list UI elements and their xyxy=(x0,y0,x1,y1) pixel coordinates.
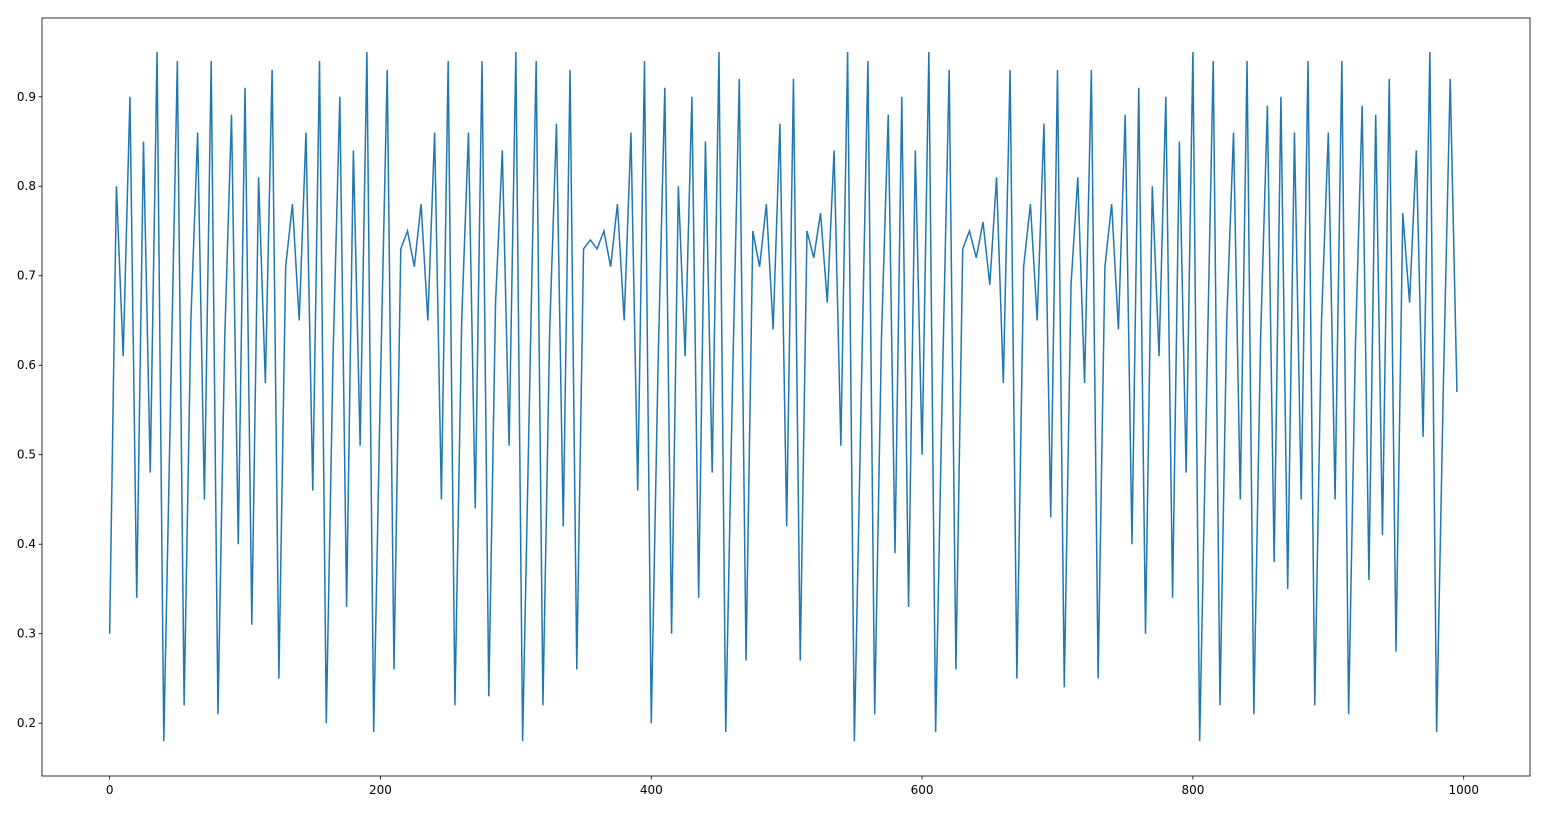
x-tick-label: 200 xyxy=(369,783,392,797)
plot-frame xyxy=(41,17,1531,777)
y-tick-label: 0.4 xyxy=(17,537,36,551)
y-tick-label: 0.9 xyxy=(17,90,36,104)
y-tick-label: 0.2 xyxy=(17,716,36,730)
x-tick-label: 1000 xyxy=(1448,783,1479,797)
x-tick-label: 600 xyxy=(911,783,934,797)
x-tick-label: 400 xyxy=(640,783,663,797)
y-tick-label: 0.3 xyxy=(17,627,36,641)
y-tick-label: 0.6 xyxy=(17,358,36,372)
y-tick-label: 0.7 xyxy=(17,269,36,283)
y-tick-label: 0.8 xyxy=(17,179,36,193)
x-tick-label: 800 xyxy=(1181,783,1204,797)
y-tick-label: 0.5 xyxy=(17,448,36,462)
data-line xyxy=(108,51,1458,742)
x-tick-label: 0 xyxy=(106,783,114,797)
